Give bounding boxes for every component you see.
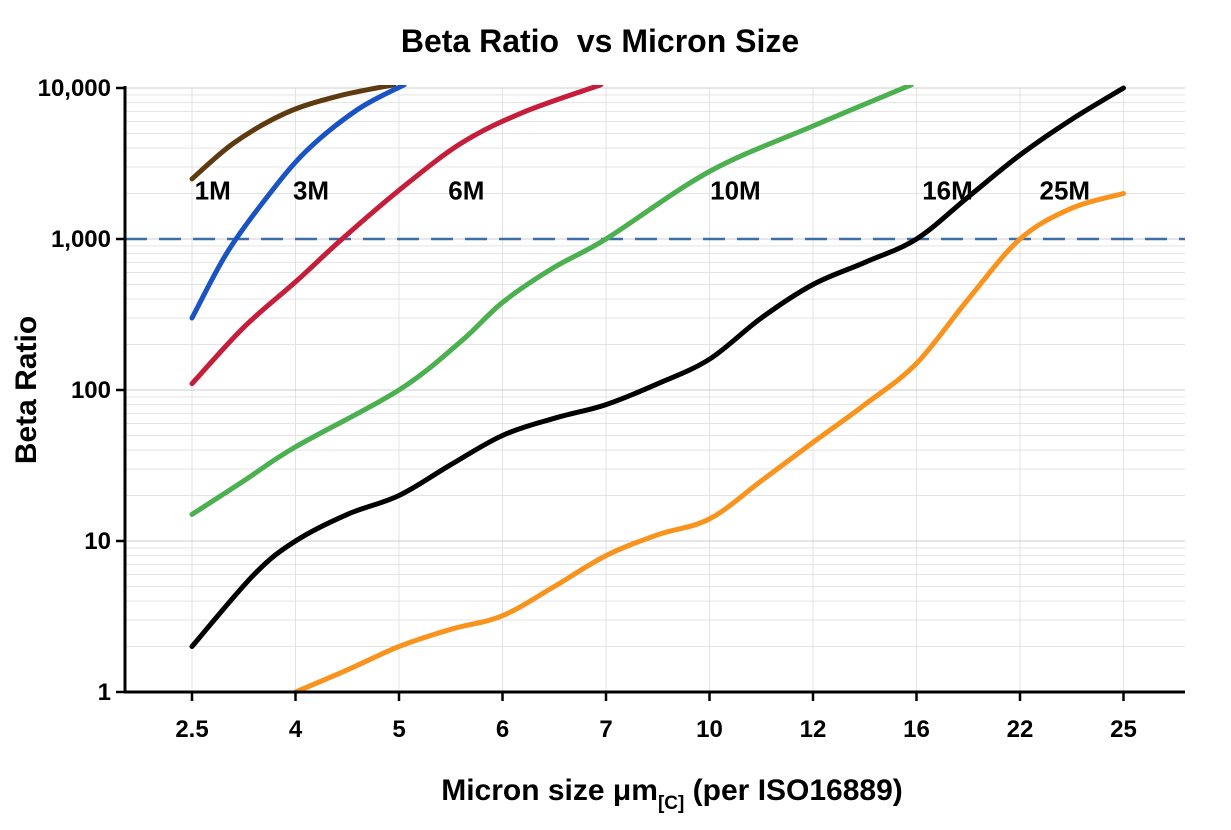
axes — [116, 86, 1185, 701]
series-labels: 1M 3M 6M 10M 16M 25M — [195, 175, 1090, 205]
chart-title: Beta Ratio vs Micron Size — [401, 23, 799, 59]
x-tick-label: 4 — [289, 716, 303, 743]
curve-label-6M: 6M — [448, 175, 484, 205]
x-tick-label: 5 — [392, 716, 405, 743]
curve-label-25M: 25M — [1040, 175, 1091, 205]
y-tick-label: 100 — [71, 377, 111, 404]
y-tick-label: 1,000 — [51, 226, 111, 253]
curve-25M — [293, 191, 1126, 695]
curve-3M — [189, 85, 407, 321]
curve-6M — [189, 85, 604, 387]
y-axis-label: Beta Ratio — [10, 316, 43, 464]
curve-label-1M: 1M — [195, 175, 231, 205]
x-axis-label: Micron size μm[C] (per ISO16889) — [441, 774, 903, 814]
curve-label-16M: 16M — [922, 175, 973, 205]
x-axis-label-subscript: [C] — [658, 793, 684, 814]
gridlines — [125, 87, 1185, 693]
curve-10M — [189, 85, 914, 517]
x-tick-label: 16 — [903, 716, 930, 743]
x-tick-label: 10 — [696, 716, 723, 743]
series-curves — [189, 85, 1126, 695]
x-tick-label: 22 — [1007, 716, 1034, 743]
x-axis-label-main: Micron size μm — [441, 774, 658, 807]
y-tick-label: 10 — [84, 528, 111, 555]
x-tick-label: 25 — [1110, 716, 1137, 743]
x-axis-label-suffix: (per ISO16889) — [684, 774, 902, 807]
curve-1M — [189, 85, 397, 182]
curve-label-3M: 3M — [293, 175, 329, 205]
x-tick-label: 2.5 — [175, 716, 208, 743]
y-tick-label: 10,000 — [38, 75, 111, 102]
curve-16M — [189, 85, 1126, 649]
y-tick-label: 1 — [98, 679, 111, 706]
x-tick-label: 12 — [800, 716, 827, 743]
x-tick-label: 7 — [599, 716, 612, 743]
curve-label-10M: 10M — [710, 175, 761, 205]
axis-tick-labels: 2.5 4 5 6 7 10 12 16 22 25 1 10 100 1,000 10,000 — [38, 75, 1137, 743]
x-tick-label: 6 — [496, 716, 509, 743]
